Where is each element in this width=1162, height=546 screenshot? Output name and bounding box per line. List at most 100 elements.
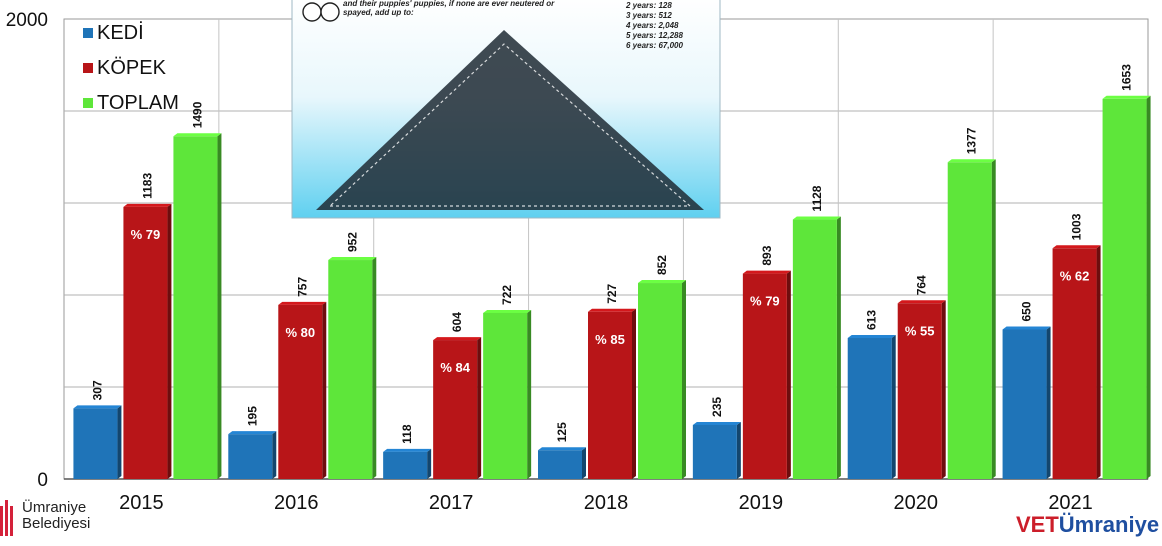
x-tick-label: 2018 (584, 492, 629, 514)
data-label: 195 (245, 406, 259, 426)
percent-label: % 80 (285, 325, 315, 340)
data-label: 1003 (1070, 213, 1084, 240)
bar-side (1046, 326, 1051, 479)
bar-top (538, 447, 586, 451)
data-labels: 307 1183 % 79 1490 195 757 % 80 952 118 604 % 84 72… (90, 64, 1133, 444)
data-label: 307 (90, 380, 104, 400)
x-tick-label: 2020 (893, 492, 938, 514)
inset-text-line2: spayed, add up to: (343, 8, 414, 17)
bar-top (847, 335, 896, 339)
dog-head-icon (320, 2, 340, 22)
data-label: 727 (605, 283, 619, 303)
legend-swatch (83, 98, 93, 108)
bar-top (588, 308, 636, 312)
bar-side (682, 280, 686, 479)
data-label: 1183 (140, 173, 154, 199)
umraniye-belediyesi-logo: Ümraniye Belediyesi (0, 494, 110, 544)
bar-top (1052, 245, 1101, 249)
logo-vet-text: VET (1016, 512, 1059, 537)
data-label: 1490 (190, 101, 204, 128)
dog-pyramid-texture (328, 43, 692, 207)
bar-top (692, 421, 741, 425)
bar-top (638, 280, 686, 284)
data-label: 1128 (810, 185, 824, 211)
bar (228, 434, 273, 479)
inset-stat-line: 3 years: 512 (626, 11, 672, 20)
percent-label: % 62 (1060, 268, 1090, 283)
bars (73, 95, 1151, 480)
data-label: 604 (450, 312, 464, 332)
bar-top (1102, 95, 1151, 99)
logo-bars-icon (0, 500, 13, 536)
bar (1102, 98, 1147, 479)
bar-side (736, 421, 741, 479)
legend-label: KÖPEK (97, 57, 167, 79)
bar (947, 162, 992, 480)
bar-top (433, 337, 482, 341)
bar-side (272, 431, 277, 479)
bar-side (891, 335, 896, 479)
bar (692, 424, 737, 479)
data-label: 952 (345, 232, 359, 252)
bar-side (632, 308, 636, 479)
data-label: 757 (295, 277, 309, 297)
bar-top (73, 405, 122, 409)
bar-side (1146, 95, 1151, 479)
vet-umraniye-logo: VETÜmraniye (1016, 512, 1159, 538)
legend: KEDİ KÖPEK TOPLAM (83, 21, 179, 114)
legend-label: TOPLAM (97, 92, 179, 114)
bar-side (991, 159, 996, 480)
bar-side (477, 337, 482, 479)
data-label: 1653 (1120, 64, 1134, 91)
bar (328, 260, 373, 479)
bar-side (217, 133, 222, 480)
data-label: 852 (655, 255, 669, 275)
bar-top (947, 159, 996, 163)
inset-stat-line: 2 years: 128 (625, 1, 672, 10)
x-tick-label: 2016 (274, 492, 319, 514)
bar (1002, 329, 1047, 479)
bar-top (897, 300, 946, 304)
bar (847, 338, 892, 479)
bar-side (941, 300, 946, 479)
percent-label: % 55 (905, 323, 935, 338)
bar-top (173, 133, 222, 137)
bar-side (117, 405, 122, 479)
y-tick-label: 2000 (6, 10, 48, 31)
data-label: 118 (400, 424, 414, 444)
bar-side (167, 203, 172, 479)
bar-top (742, 270, 791, 274)
data-label: 650 (1020, 301, 1034, 321)
bar (538, 450, 582, 479)
bar (1052, 248, 1097, 479)
inset-text-line1: and their puppies' puppies, if none are … (343, 0, 555, 8)
bar-side (582, 447, 586, 479)
dog-pyramid (316, 30, 704, 210)
bar (433, 340, 478, 479)
bar-top (792, 216, 841, 220)
bar (123, 206, 168, 479)
bar (278, 304, 323, 479)
bar-side (527, 309, 532, 479)
bar (638, 283, 682, 479)
bar-side (372, 257, 377, 479)
data-label: 893 (760, 245, 774, 265)
bar-top (483, 309, 532, 313)
data-label: 235 (710, 397, 724, 417)
percent-label: % 79 (131, 227, 161, 242)
x-tick-label: 2021 (1048, 492, 1093, 514)
inset-stat-line: 5 years: 12,288 (626, 31, 683, 40)
svg-text:and their puppies' puppies, if: and their puppies' puppies, if none are … (343, 0, 557, 17)
bar-side (427, 448, 432, 479)
bar-side (836, 216, 841, 479)
percent-label: % 84 (440, 360, 470, 375)
bar (383, 451, 428, 479)
x-tick-label: 2019 (739, 492, 784, 514)
legend-swatch (83, 63, 93, 73)
bar (897, 303, 942, 479)
bar (792, 219, 837, 479)
bar (483, 312, 528, 479)
data-label: 125 (555, 422, 569, 442)
logo-umraniye-text: Ümraniye (1058, 512, 1160, 537)
